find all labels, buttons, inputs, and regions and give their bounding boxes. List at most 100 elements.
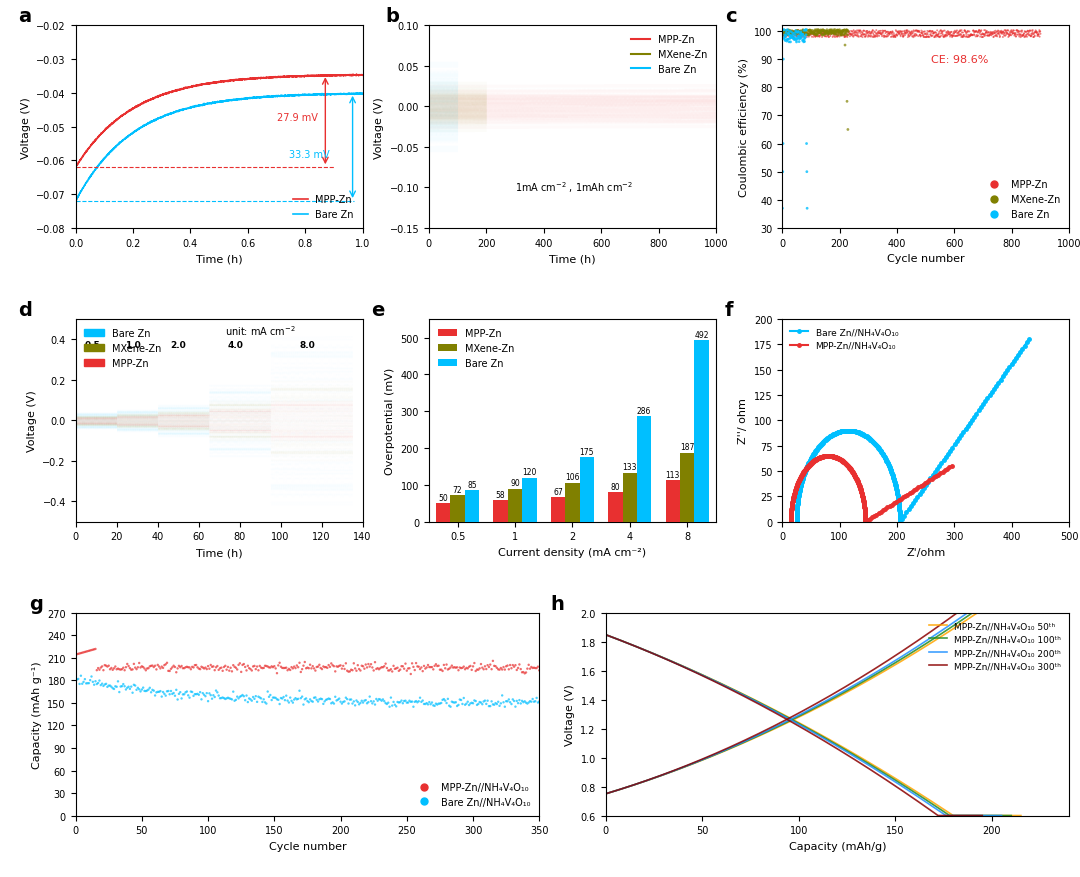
Point (424, 663, 442, 677)
Point (835, 29, 852, 43)
Point (902, 26, 919, 40)
Point (1001, 28, 1018, 42)
Point (998, 27, 1015, 41)
Point (811, 31, 828, 45)
Point (778, 35, 795, 49)
Point (846, 25, 863, 39)
Point (780, 28, 797, 42)
Point (349, 695, 366, 709)
Point (805, 27, 822, 41)
Point (777, 34, 794, 48)
Point (787, 25, 805, 39)
Point (815, 26, 833, 40)
Point (90, 676, 107, 690)
Point (792, 27, 809, 41)
Point (465, 656, 483, 670)
MPP-Zn//NH₄V₄O₁₀ 100ᵗʰ (819, 733, 832, 744)
Point (796, 35, 813, 49)
Point (833, 29, 850, 43)
Point (860, 26, 877, 40)
Point (778, 25, 795, 39)
Point (475, 695, 492, 709)
Point (982, 29, 999, 43)
Point (860, 30, 877, 44)
Point (816, 25, 834, 39)
Point (191, 662, 208, 676)
Point (796, 32, 813, 46)
Point (928, 29, 945, 43)
Point (821, 24, 838, 38)
Point (1030, 26, 1048, 40)
Point (847, 26, 864, 40)
Point (887, 31, 904, 45)
Point (951, 25, 969, 39)
Point (377, 657, 394, 671)
Point (775, 33, 793, 47)
Point (999, 27, 1016, 41)
Point (896, 27, 914, 41)
Point (936, 30, 954, 44)
Point (364, 660, 381, 674)
Point (341, 665, 359, 679)
Point (834, 26, 851, 40)
Point (511, 694, 528, 708)
Point (972, 25, 989, 39)
Point (383, 699, 401, 713)
Point (804, 31, 821, 45)
Point (503, 661, 521, 675)
Point (860, 29, 877, 43)
Point (976, 28, 994, 42)
Point (856, 31, 874, 45)
Point (227, 661, 244, 675)
Point (268, 693, 285, 707)
Point (778, 26, 795, 40)
Point (774, 25, 792, 39)
Point (814, 25, 832, 39)
Point (271, 656, 288, 670)
Point (198, 662, 215, 676)
Point (838, 24, 855, 38)
Point (145, 684, 162, 698)
Bar (680, 453, 694, 522)
Point (451, 660, 469, 674)
Point (824, 27, 841, 41)
Point (243, 664, 260, 678)
Point (835, 25, 852, 39)
Point (323, 696, 340, 710)
Point (226, 694, 243, 708)
Point (775, 25, 793, 39)
Point (507, 659, 524, 673)
Text: 175: 175 (580, 447, 594, 456)
Point (832, 27, 849, 41)
Point (971, 26, 988, 40)
Point (508, 694, 525, 708)
Point (827, 25, 845, 39)
Point (821, 31, 838, 45)
Point (920, 25, 937, 39)
Point (789, 25, 807, 39)
Point (837, 31, 854, 45)
Point (320, 692, 337, 706)
Point (775, 32, 793, 46)
Point (876, 30, 893, 44)
Point (168, 693, 186, 707)
Point (505, 695, 523, 709)
Point (974, 28, 991, 42)
Point (932, 27, 949, 41)
Point (504, 693, 522, 707)
Point (916, 26, 933, 40)
Point (981, 30, 998, 44)
Point (789, 30, 807, 44)
Line: MPP-Zn//NH₄V₄O₁₀: MPP-Zn//NH₄V₄O₁₀ (789, 454, 954, 524)
Point (782, 25, 799, 39)
Point (324, 659, 341, 673)
Point (775, 24, 793, 38)
Text: h: h (550, 595, 564, 613)
Point (836, 28, 853, 42)
Point (868, 28, 886, 42)
Point (188, 659, 205, 673)
Point (816, 26, 834, 40)
Point (828, 25, 846, 39)
Text: 85: 85 (468, 481, 476, 489)
Point (820, 28, 837, 42)
